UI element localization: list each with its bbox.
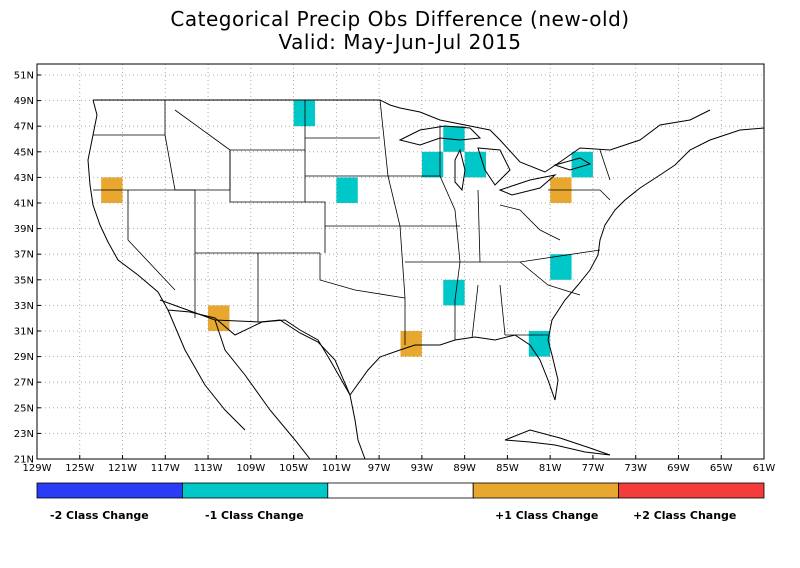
difference-cell: [464, 151, 487, 178]
lat-tick-label: 51N: [14, 71, 34, 82]
us-outline: [87, 99, 764, 401]
difference-cell: [550, 254, 572, 280]
legend-colorbar: [36, 482, 765, 499]
map-outlines: [87, 99, 764, 459]
canada-border: [93, 99, 711, 173]
lat-tick-label: 45N: [14, 147, 34, 158]
lat-tick-label: 23N: [14, 429, 34, 440]
lake-erie: [498, 174, 557, 196]
legend-swatch: [327, 482, 474, 499]
legend-swatch: [618, 482, 765, 499]
difference-cells: [101, 100, 593, 357]
longitude-labels: 129W 125W 121W 117W 113W 109W 105W 101W 97W 93W 89…: [23, 463, 776, 474]
lat-tick-label: 43N: [14, 173, 34, 184]
difference-cell: [293, 100, 315, 127]
latitude-labels: 51N 49N 47N 45N 43N 41N 39N 37N 35N 33N 31N 29N 27N 2…: [14, 71, 34, 466]
lon-tick-label: 101W: [322, 463, 351, 474]
lon-tick-label: 117W: [151, 463, 180, 474]
difference-cell: [443, 279, 465, 306]
lon-tick-label: 113W: [194, 463, 223, 474]
lon-tick-label: 125W: [65, 463, 94, 474]
gulf-mexico-coast: [349, 394, 366, 459]
graticule-grid: [36, 64, 765, 460]
lon-tick-label: 81W: [539, 463, 562, 474]
legend-swatch: [472, 482, 620, 499]
mexico-west-coast: [214, 319, 311, 459]
lat-tick-label: 33N: [14, 301, 34, 312]
lat-tick-label: 41N: [14, 199, 34, 210]
lon-tick-label: 121W: [108, 463, 137, 474]
lon-tick-label: 89W: [453, 463, 476, 474]
lat-tick-label: 27N: [14, 378, 34, 389]
lat-tick-label: 35N: [14, 275, 34, 286]
lon-tick-label: 65W: [710, 463, 733, 474]
lon-tick-label: 93W: [411, 463, 434, 474]
lat-tick-label: 25N: [14, 403, 34, 414]
difference-cell: [208, 305, 230, 331]
state-borders: [93, 99, 611, 345]
lon-tick-label: 77W: [582, 463, 605, 474]
difference-cell: [336, 177, 358, 203]
cuba: [504, 429, 611, 456]
legend-label-plus1: +1 Class Change: [495, 509, 599, 522]
lat-tick-label: 47N: [14, 122, 34, 133]
map-subtitle: Valid: May-Jun-Jul 2015: [278, 30, 522, 54]
difference-cell: [528, 331, 551, 357]
lon-tick-label: 73W: [624, 463, 647, 474]
lake-michigan: [454, 148, 466, 192]
lat-tick-label: 29N: [14, 352, 34, 363]
baja-coast: [167, 309, 246, 431]
lake-huron: [477, 147, 511, 186]
legend-swatch: [36, 482, 183, 499]
legend-label-minus1: -1 Class Change: [205, 509, 304, 522]
difference-cell: [421, 151, 444, 178]
lat-tick-label: 37N: [14, 250, 34, 261]
map-frame: [36, 63, 765, 460]
map-title: Categorical Precip Obs Difference (new-o…: [170, 7, 630, 31]
legend-label-plus2: +2 Class Change: [633, 509, 737, 522]
lon-tick-label: 129W: [23, 463, 52, 474]
lat-tick-label: 31N: [14, 327, 34, 338]
lake-ontario: [553, 157, 592, 171]
lon-tick-label: 105W: [279, 463, 308, 474]
legend-swatch: [181, 482, 329, 499]
lon-tick-label: 61W: [753, 463, 776, 474]
lon-tick-label: 109W: [236, 463, 265, 474]
lon-tick-label: 69W: [667, 463, 690, 474]
lat-tick-label: 21N: [14, 455, 34, 466]
lake-superior: [398, 125, 482, 146]
lat-tick-label: 49N: [14, 96, 34, 107]
difference-cell: [571, 151, 593, 178]
lon-tick-label: 85W: [496, 463, 519, 474]
difference-cell: [400, 331, 422, 357]
mexico-border: [159, 299, 351, 396]
legend-label-minus2: -2 Class Change: [50, 509, 149, 522]
lat-tick-label: 39N: [14, 224, 34, 235]
lon-tick-label: 97W: [368, 463, 391, 474]
